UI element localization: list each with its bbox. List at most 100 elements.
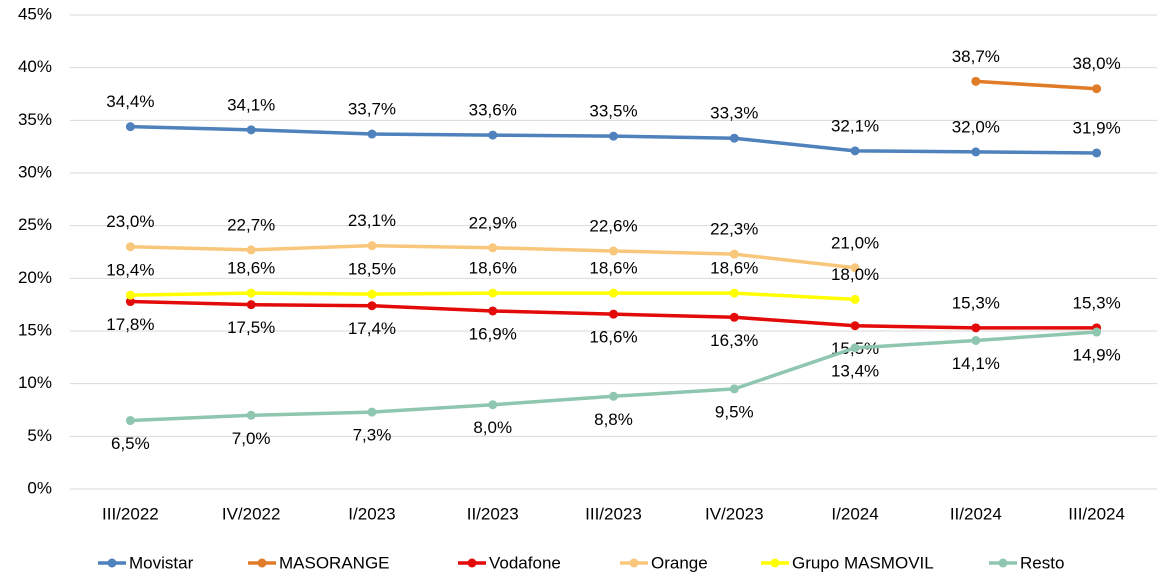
data-point xyxy=(488,400,498,410)
y-tick-label: 20% xyxy=(18,268,52,287)
y-tick-label: 35% xyxy=(18,110,52,129)
data-label: 22,7% xyxy=(227,215,275,234)
data-label: 6,5% xyxy=(111,434,150,453)
data-label: 23,0% xyxy=(106,212,154,231)
data-label: 34,4% xyxy=(106,92,154,111)
x-tick-label: IV/2022 xyxy=(222,504,281,523)
data-point xyxy=(850,343,860,353)
y-tick-label: 15% xyxy=(18,320,52,339)
data-point xyxy=(1092,84,1102,94)
data-label: 18,6% xyxy=(227,259,275,278)
data-point xyxy=(246,245,256,255)
data-point xyxy=(729,133,739,143)
legend-marker xyxy=(107,558,117,568)
legend-label: Resto xyxy=(1020,553,1064,572)
x-tick-label: I/2024 xyxy=(831,504,878,523)
data-label: 33,6% xyxy=(469,101,517,120)
data-label: 17,5% xyxy=(227,318,275,337)
data-point xyxy=(971,335,981,345)
data-label: 38,0% xyxy=(1073,54,1121,73)
data-point xyxy=(971,147,981,157)
data-point xyxy=(125,290,135,300)
legend-label: Orange xyxy=(651,553,708,572)
y-tick-label: 40% xyxy=(18,57,52,76)
data-point xyxy=(488,288,498,298)
data-label: 16,9% xyxy=(469,324,517,343)
legend-label: Grupo MASMOVIL xyxy=(792,553,934,572)
data-label: 15,3% xyxy=(952,293,1000,312)
data-label: 18,6% xyxy=(710,259,758,278)
data-point xyxy=(246,288,256,298)
data-label: 33,7% xyxy=(348,100,396,119)
x-tick-label: II/2024 xyxy=(950,504,1002,523)
data-label: 15,3% xyxy=(1073,293,1121,312)
data-point xyxy=(609,131,618,141)
data-point xyxy=(125,242,135,252)
data-point xyxy=(246,410,256,420)
data-point xyxy=(609,288,618,298)
data-point xyxy=(1092,327,1102,337)
data-label: 18,6% xyxy=(589,259,637,278)
data-point xyxy=(729,384,739,394)
data-label: 8,8% xyxy=(594,410,633,429)
data-point xyxy=(850,146,860,156)
data-point xyxy=(729,312,739,322)
data-point xyxy=(367,407,377,417)
data-point xyxy=(609,309,618,319)
legend-label: Movistar xyxy=(129,553,194,572)
data-point xyxy=(125,297,135,307)
data-point xyxy=(729,288,739,298)
data-label: 33,3% xyxy=(710,104,758,123)
data-label: 7,0% xyxy=(232,429,271,448)
data-point xyxy=(488,130,498,140)
data-point xyxy=(367,129,377,139)
data-label: 33,5% xyxy=(589,102,637,121)
data-label: 18,6% xyxy=(469,259,517,278)
legend-marker xyxy=(998,558,1008,568)
data-label: 22,6% xyxy=(589,216,637,235)
y-tick-label: 45% xyxy=(18,4,52,23)
y-tick-label: 5% xyxy=(27,426,52,445)
data-label: 7,3% xyxy=(353,426,392,445)
x-tick-label: IV/2023 xyxy=(705,504,764,523)
data-label: 18,5% xyxy=(348,260,396,279)
data-label: 22,9% xyxy=(469,213,517,232)
y-tick-label: 30% xyxy=(18,162,52,181)
series-line xyxy=(975,79,1097,91)
x-tick-label: III/2024 xyxy=(1068,504,1125,523)
data-point xyxy=(367,241,377,251)
data-point xyxy=(1092,148,1102,158)
data-label: 9,5% xyxy=(715,402,754,421)
data-label: 21,0% xyxy=(831,233,879,252)
data-point xyxy=(367,289,377,299)
legend-label: Vodafone xyxy=(489,553,561,572)
data-point xyxy=(246,125,256,135)
data-label: 14,9% xyxy=(1073,346,1121,365)
data-label: 31,9% xyxy=(1073,118,1121,137)
data-point xyxy=(609,391,618,401)
data-point xyxy=(246,300,256,310)
data-point xyxy=(971,76,981,86)
x-tick-label: II/2023 xyxy=(467,504,519,523)
data-label: 13,4% xyxy=(831,361,879,380)
data-label: 16,3% xyxy=(710,331,758,350)
x-tick-label: I/2023 xyxy=(348,504,395,523)
data-label: 22,3% xyxy=(710,220,758,239)
data-point xyxy=(850,294,860,304)
legend-marker xyxy=(770,558,780,568)
data-label: 17,4% xyxy=(348,319,396,338)
y-tick-label: 10% xyxy=(18,373,52,392)
data-label: 14,1% xyxy=(952,354,1000,373)
data-label: 17,8% xyxy=(106,315,154,334)
legend-marker xyxy=(467,558,477,568)
data-point xyxy=(850,321,860,331)
data-label: 18,0% xyxy=(831,265,879,284)
legend-marker xyxy=(257,558,267,568)
data-label: 16,6% xyxy=(589,328,637,347)
data-label: 38,7% xyxy=(952,47,1000,66)
data-point xyxy=(488,306,498,316)
data-point xyxy=(850,263,860,273)
y-tick-label: 0% xyxy=(27,478,52,497)
data-point xyxy=(125,122,135,132)
